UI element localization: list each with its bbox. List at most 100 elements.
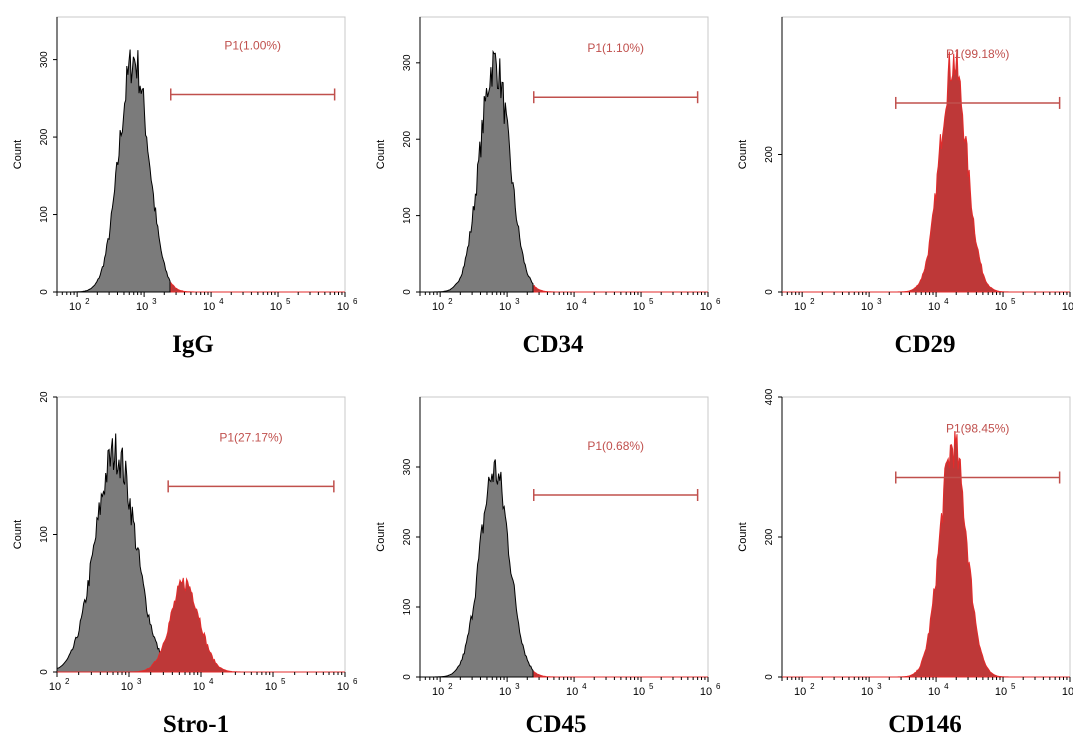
x-tick-exponent: 4 xyxy=(582,682,587,691)
plot-frame xyxy=(419,396,709,678)
y-tick-label: 400 xyxy=(764,388,775,405)
y-axis-label: Count xyxy=(737,140,749,169)
histogram-panel: P1(1.00%) 0 100 200 300 Count 10 2 10 3 10 4 10 5 10 6 xyxy=(12,16,358,313)
x-tick-label: 10 xyxy=(861,301,873,313)
gate-label: P1(1.00%) xyxy=(224,38,281,52)
x-tick-exponent: 4 xyxy=(209,677,214,686)
x-tick-label: 10 xyxy=(700,301,712,313)
x-tick-label: 10 xyxy=(794,686,806,698)
positive-population-area xyxy=(533,670,708,678)
panel-title-igg: IgG xyxy=(172,331,214,358)
x-tick-label: 10 xyxy=(928,686,940,698)
x-tick-label: 10 xyxy=(49,681,61,693)
plot-frame xyxy=(56,16,346,293)
y-tick-label: 300 xyxy=(39,51,50,68)
x-tick-exponent: 4 xyxy=(219,297,224,306)
x-tick-exponent: 6 xyxy=(716,682,721,691)
x-tick-exponent: 4 xyxy=(582,297,587,306)
x-tick-label: 10 xyxy=(337,301,349,313)
y-axis-label: Count xyxy=(375,522,387,551)
x-tick-label: 10 xyxy=(995,301,1007,313)
positive-population-area xyxy=(170,281,345,293)
x-tick-label: 10 xyxy=(794,301,806,313)
x-tick-exponent: 2 xyxy=(65,677,70,686)
y-tick-label: 0 xyxy=(39,669,50,675)
x-tick-label: 10 xyxy=(136,301,148,313)
x-tick-label: 10 xyxy=(566,301,578,313)
gate-label: P1(98.45%) xyxy=(946,422,1009,436)
x-tick-exponent: 2 xyxy=(810,297,815,306)
x-tick-label: 10 xyxy=(566,686,578,698)
gate-label: P1(0.68%) xyxy=(587,439,644,453)
y-tick-label: 200 xyxy=(764,146,775,163)
x-tick-exponent: 2 xyxy=(448,682,453,691)
y-tick-label: 0 xyxy=(764,289,775,295)
x-tick-exponent: 3 xyxy=(515,297,520,306)
histogram-panel: P1(99.18%)0200Count102103104105106 xyxy=(737,16,1073,313)
y-tick-label: 100 xyxy=(39,526,50,543)
x-tick-label: 10 xyxy=(432,686,444,698)
x-tick-label: 10 xyxy=(700,686,712,698)
negative-population-area xyxy=(420,459,534,678)
x-tick-label: 10 xyxy=(1062,686,1073,698)
x-tick-exponent: 5 xyxy=(281,677,286,686)
plot-frame xyxy=(781,16,1071,293)
y-axis-label: Count xyxy=(12,140,24,169)
histogram-panel: P1(27.17%) 0 100 20 Count 10 2 10 3 10 4 10 5 10 6 xyxy=(12,391,358,693)
x-tick-exponent: 6 xyxy=(353,297,358,306)
histogram-panel: P1(1.10%) 0 100 200 300 Count 10 2 10 3 10 4 10 5 10 6 xyxy=(375,16,721,313)
y-tick-label: 200 xyxy=(402,130,413,147)
x-tick-label: 10 xyxy=(499,301,511,313)
x-tick-label: 10 xyxy=(633,301,645,313)
gate-label: P1(1.10%) xyxy=(587,41,644,55)
y-tick-label: 20 xyxy=(39,391,50,403)
y-axis-label: Count xyxy=(375,140,387,169)
x-tick-exponent: 6 xyxy=(716,297,721,306)
x-tick-exponent: 3 xyxy=(515,682,520,691)
x-tick-exponent: 3 xyxy=(877,682,882,691)
y-tick-label: 0 xyxy=(402,674,413,680)
x-tick-label: 10 xyxy=(499,686,511,698)
x-tick-exponent: 5 xyxy=(649,682,654,691)
x-tick-exponent: 5 xyxy=(1011,682,1016,691)
gate-label: P1(27.17%) xyxy=(219,430,282,444)
x-tick-exponent: 5 xyxy=(286,297,291,306)
y-axis-label: Count xyxy=(12,520,24,549)
y-tick-label: 100 xyxy=(39,206,50,223)
x-tick-label: 10 xyxy=(203,301,215,313)
histogram-panel: P1(98.45%)0200400Count102103104105106 xyxy=(737,388,1073,698)
x-tick-label: 10 xyxy=(1062,301,1073,313)
panel-title-stro-1: Stro-1 xyxy=(162,711,230,738)
x-tick-label: 10 xyxy=(928,301,940,313)
histogram-panel: P1(0.68%) 0 100 200 300 Count 10 2 10 3 10 4 10 5 10 6 xyxy=(375,396,721,698)
positive-population-area xyxy=(782,431,1070,678)
x-tick-exponent: 5 xyxy=(649,297,654,306)
x-tick-label: 10 xyxy=(633,686,645,698)
positive-population-area xyxy=(57,577,345,673)
x-tick-exponent: 4 xyxy=(944,682,949,691)
y-tick-label: 300 xyxy=(402,458,413,475)
x-tick-label: 10 xyxy=(193,681,205,693)
x-tick-exponent: 2 xyxy=(810,682,815,691)
y-tick-label: 0 xyxy=(402,289,413,295)
x-tick-label: 10 xyxy=(337,681,349,693)
x-tick-exponent: 3 xyxy=(877,297,882,306)
negative-population-area xyxy=(420,49,534,293)
x-tick-exponent: 5 xyxy=(1011,297,1016,306)
x-tick-label: 10 xyxy=(861,686,873,698)
x-tick-exponent: 6 xyxy=(353,677,358,686)
x-tick-exponent: 3 xyxy=(152,297,157,306)
negative-population-area xyxy=(57,49,171,293)
panel-title-cd29: CD29 xyxy=(894,331,956,358)
x-tick-exponent: 2 xyxy=(448,297,453,306)
y-tick-label: 200 xyxy=(39,128,50,145)
y-tick-label: 0 xyxy=(764,674,775,680)
y-tick-label: 200 xyxy=(764,528,775,545)
positive-population-area xyxy=(533,284,708,293)
x-tick-exponent: 2 xyxy=(85,297,90,306)
y-axis-label: Count xyxy=(737,522,749,551)
panel-title-cd146: CD146 xyxy=(888,711,962,738)
x-tick-exponent: 4 xyxy=(944,297,949,306)
y-tick-label: 0 xyxy=(39,289,50,295)
